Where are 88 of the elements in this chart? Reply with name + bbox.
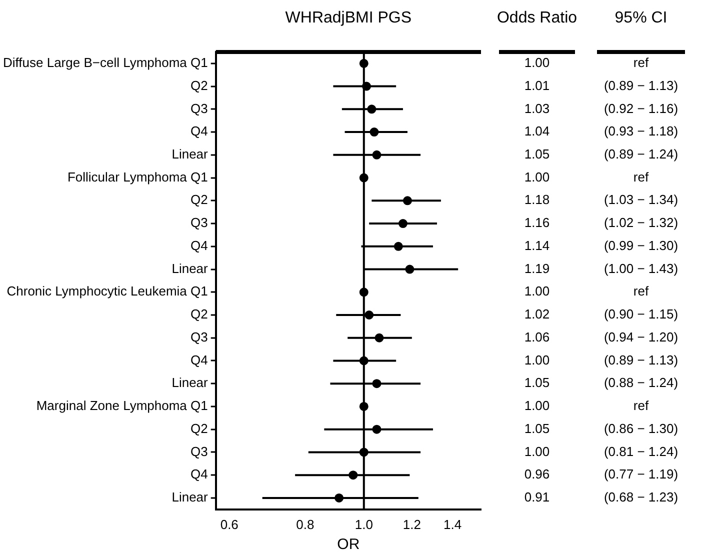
data-label: 1.02: [524, 306, 550, 322]
y-tick-label: Linear: [172, 260, 209, 276]
x-tick-label: 0.6: [220, 516, 238, 532]
y-tick-label: Q3: [190, 100, 208, 116]
point: [372, 424, 382, 434]
data-label: 1.00: [524, 284, 550, 299]
x-axis-title: OR: [337, 536, 360, 554]
point: [405, 264, 414, 274]
data-label: 1.05: [524, 420, 550, 436]
data-label: 1.00: [524, 444, 550, 459]
y-tick-label: Q2: [190, 306, 208, 322]
point: [359, 448, 368, 457]
y-tick-label: Chronic Lymphocytic Leukemia Q1: [6, 284, 208, 299]
x-tick-label: 1.2: [402, 516, 421, 532]
text: 95% CI: [614, 9, 668, 26]
y-tick-label: Q4: [190, 352, 208, 368]
x-tick-label: 0.8: [296, 516, 314, 532]
data-label: 0.96: [524, 466, 550, 482]
point: [359, 288, 368, 297]
chart-title: WHRadjBMI PGS: [285, 9, 412, 26]
data-label: 1.16: [524, 215, 550, 230]
y-tick-label: Linear: [172, 146, 209, 162]
text: ref: [633, 169, 649, 184]
text: (1.02 − 1.32): [604, 215, 678, 230]
point: [359, 173, 368, 182]
point: [374, 333, 384, 342]
data-label: 1.00: [524, 352, 550, 368]
point: [359, 356, 368, 366]
text: (0.99 − 1.30): [604, 238, 678, 253]
point: [359, 402, 368, 411]
text: (0.94 − 1.20): [604, 329, 678, 344]
y-tick-label: Q4: [190, 238, 208, 253]
data-label: 0.91: [524, 490, 550, 505]
text: (1.00 − 1.43): [604, 260, 678, 276]
text: (0.90 − 1.15): [604, 306, 678, 322]
x-tick-label: 1.0: [354, 516, 373, 532]
data-label: 1.05: [524, 146, 550, 162]
y-tick-label: Q3: [190, 215, 208, 230]
y-tick-label: Q2: [190, 420, 208, 436]
text: (0.88 − 1.24): [604, 375, 678, 390]
text: (1.03 − 1.34): [604, 192, 678, 208]
text: (0.86 − 1.30): [604, 420, 678, 436]
text: (0.92 − 1.16): [604, 100, 678, 116]
y-tick-label: Q3: [190, 444, 208, 459]
data-label: 1.18: [524, 192, 550, 208]
data-label: 1.01: [524, 78, 550, 93]
y-tick-label: Q2: [190, 192, 208, 208]
text: (0.89 − 1.13): [604, 352, 678, 368]
y-tick-label: Q3: [190, 329, 208, 344]
y-tick-label: Q4: [190, 466, 208, 482]
text: ref: [633, 55, 649, 70]
text: ref: [633, 398, 649, 414]
data-label: 1.04: [524, 124, 550, 139]
point: [372, 150, 382, 160]
text: (0.81 − 1.24): [604, 444, 678, 459]
data-label: 1.14: [524, 238, 550, 253]
x-tick-label: 1.4: [443, 516, 462, 532]
point: [370, 128, 379, 137]
point: [362, 82, 372, 91]
text: (0.93 − 1.18): [604, 124, 678, 139]
text: (0.68 − 1.23): [604, 490, 678, 505]
point: [367, 104, 376, 114]
data-label: 1.03: [524, 100, 550, 116]
point: [348, 470, 358, 480]
y-tick-label: Q4: [190, 124, 208, 139]
data-label: 1.00: [524, 55, 550, 70]
point: [398, 219, 408, 228]
point: [364, 310, 374, 320]
text: (0.89 − 1.13): [604, 78, 678, 93]
y-tick-label: Marginal Zone Lymphoma Q1: [36, 398, 208, 414]
text: Odds Ratio: [496, 9, 578, 26]
y-tick-label: Linear: [172, 375, 209, 390]
text: (0.77 − 1.19): [604, 466, 678, 482]
text: (0.89 − 1.24): [604, 146, 678, 162]
point: [394, 242, 403, 251]
point: [402, 196, 412, 206]
data-label: 1.19: [524, 260, 550, 276]
point: [372, 379, 382, 388]
text: ref: [633, 284, 649, 299]
y-tick-label: Linear: [172, 490, 209, 505]
data-label: 1.05: [524, 375, 550, 390]
data-label: 1.00: [524, 398, 550, 414]
y-tick-label: Follicular Lymphoma Q1: [67, 169, 208, 184]
y-tick-label: Diffuse Large B−cell Lymphoma Q1: [3, 55, 208, 70]
data-label: 1.06: [524, 329, 550, 344]
data-label: 1.00: [524, 169, 550, 184]
y-tick-label: Q2: [190, 78, 208, 93]
point: [359, 58, 368, 68]
